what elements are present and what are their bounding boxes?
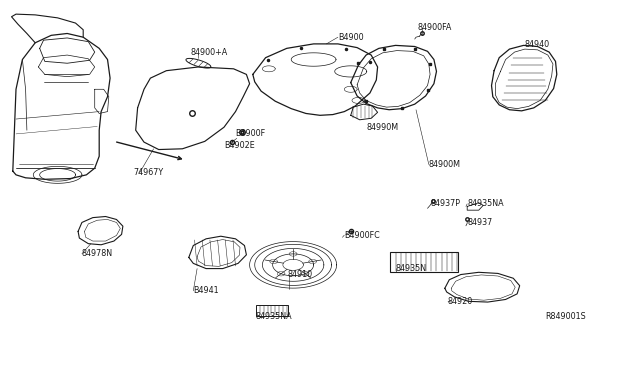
Text: B4900F: B4900F [236, 129, 266, 138]
Text: 74967Y: 74967Y [133, 169, 163, 177]
Text: 84937P: 84937P [430, 199, 460, 208]
Text: 84978N: 84978N [82, 249, 113, 258]
Text: 84900+A: 84900+A [191, 48, 228, 57]
Bar [390, 252, 458, 272]
Text: 84900FA: 84900FA [417, 23, 452, 32]
Text: 84940: 84940 [525, 40, 550, 49]
Bar [256, 305, 288, 316]
Text: 84935NA: 84935NA [256, 312, 292, 321]
Text: 84935N: 84935N [396, 264, 427, 273]
Text: 84900M: 84900M [429, 160, 461, 169]
Text: 84937: 84937 [467, 218, 492, 227]
Text: R849001S: R849001S [545, 312, 586, 321]
Text: 84920: 84920 [448, 297, 473, 306]
Text: B4941: B4941 [193, 286, 219, 295]
Text: 84935NA: 84935NA [467, 199, 504, 208]
Text: 84910: 84910 [288, 270, 313, 279]
Text: B4900FC: B4900FC [344, 231, 380, 240]
Text: B4900: B4900 [338, 33, 364, 42]
Text: 84990M: 84990M [366, 123, 398, 132]
Text: B4902E: B4902E [224, 141, 255, 150]
